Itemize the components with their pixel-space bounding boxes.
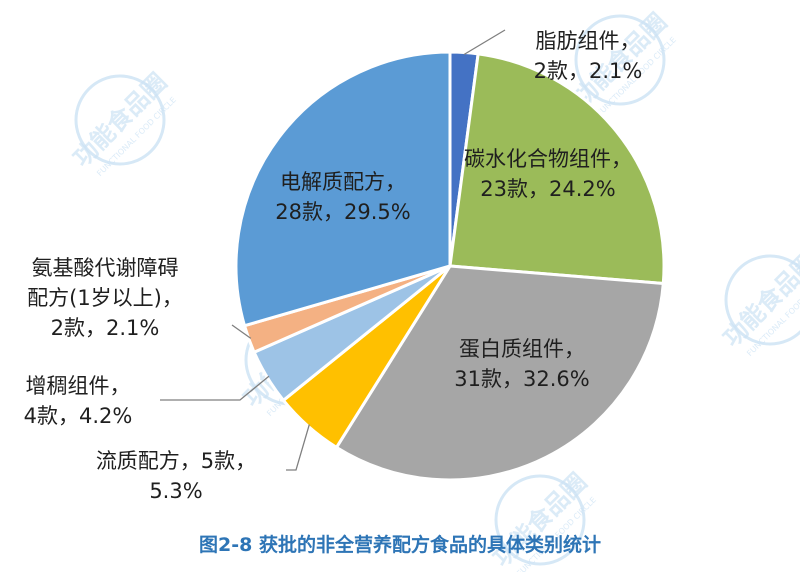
pie-slice <box>448 52 666 286</box>
label-amino: 2款，2.1% <box>51 316 160 340</box>
label-protein: 蛋白质组件， <box>459 337 585 361</box>
label-protein: 31款，32.6% <box>454 367 589 391</box>
pie-slices <box>234 50 666 482</box>
leader-line-fat <box>463 29 506 56</box>
leader-line-thick <box>160 375 270 401</box>
leader-line-liquid <box>286 424 310 471</box>
pie-slice <box>234 50 452 328</box>
label-liquid: 5.3% <box>149 479 202 503</box>
label-fat: 2款，2.1% <box>534 59 643 83</box>
leader-line-amino <box>231 324 252 339</box>
label-carb: 碳水化合物组件， <box>464 147 632 171</box>
label-thick: 4款，4.2% <box>24 404 133 428</box>
figure-caption: 图2-8 获批的非全营养配方食品的具体类别统计 <box>199 534 601 556</box>
label-thick: 增稠组件， <box>26 374 131 398</box>
svg-text:功能食品圈: 功能食品圈 <box>718 248 800 353</box>
label-amino: 氨基酸代谢障碍 <box>32 256 179 280</box>
label-liquid: 流质配方，5款， <box>96 449 256 473</box>
label-fat: 脂肪组件， <box>536 29 641 53</box>
slice-labels: 脂肪组件， 2款，2.1% 碳水化合物组件， 23款，24.2% 蛋白质组件， 31款，3… <box>24 29 643 503</box>
leader-lines <box>160 29 506 471</box>
label-carb: 23款，24.2% <box>480 177 615 201</box>
label-amino: 配方(1岁以上)， <box>27 286 183 310</box>
label-electrolyte: 电解质配方， <box>280 170 406 194</box>
label-electrolyte: 28款，29.5% <box>275 200 410 224</box>
